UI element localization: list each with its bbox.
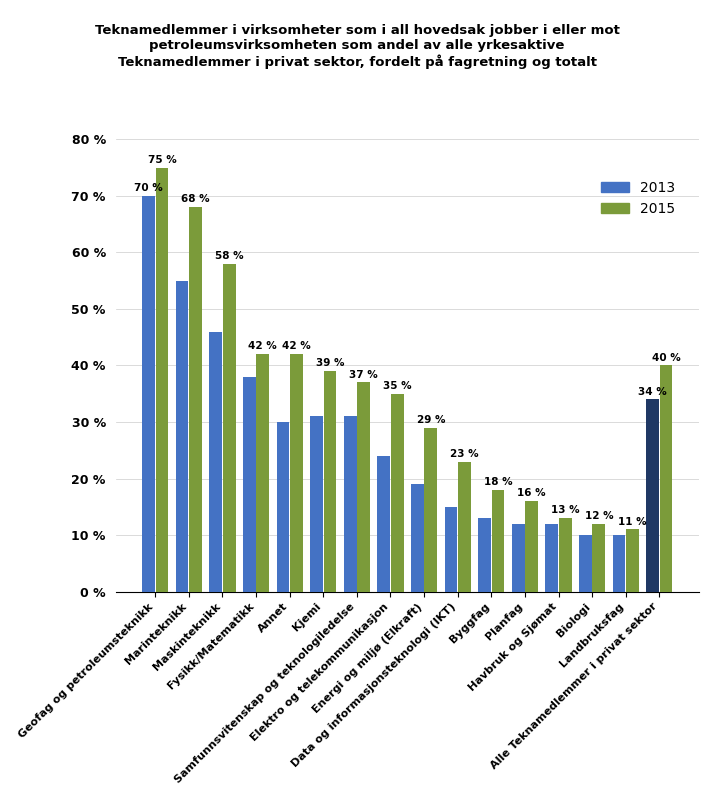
Text: 75 %: 75 %: [148, 154, 176, 165]
Bar: [478, 518, 491, 592]
Bar: [290, 354, 303, 592]
Text: 70 %: 70 %: [134, 183, 163, 193]
Bar: [458, 462, 471, 592]
Bar: [256, 354, 269, 592]
Text: 23 %: 23 %: [450, 449, 478, 458]
Bar: [526, 502, 538, 592]
Bar: [626, 530, 639, 592]
Bar: [391, 394, 403, 592]
Bar: [660, 366, 673, 592]
Text: 13 %: 13 %: [551, 506, 580, 515]
Text: 42 %: 42 %: [282, 342, 311, 351]
Text: 37 %: 37 %: [349, 370, 378, 380]
Bar: [243, 377, 256, 592]
Legend: 2013, 2015: 2013, 2015: [595, 176, 680, 222]
Bar: [579, 535, 592, 592]
Text: 40 %: 40 %: [652, 353, 680, 362]
Bar: [593, 524, 605, 592]
Bar: [378, 456, 390, 592]
Bar: [176, 281, 188, 592]
Text: 68 %: 68 %: [181, 194, 210, 204]
Bar: [223, 264, 236, 592]
Text: 16 %: 16 %: [518, 488, 546, 498]
Bar: [646, 399, 659, 592]
Bar: [189, 207, 202, 592]
Text: 42 %: 42 %: [248, 342, 277, 351]
Bar: [323, 371, 336, 592]
Bar: [142, 196, 155, 592]
Text: 58 %: 58 %: [215, 251, 243, 261]
Bar: [156, 167, 169, 592]
Bar: [445, 507, 458, 592]
Bar: [545, 524, 558, 592]
Text: 18 %: 18 %: [483, 477, 513, 487]
Text: 12 %: 12 %: [585, 511, 613, 521]
Bar: [424, 428, 437, 592]
Text: 11 %: 11 %: [618, 517, 647, 526]
Text: 35 %: 35 %: [383, 381, 411, 391]
Bar: [343, 416, 356, 592]
Bar: [559, 518, 572, 592]
Text: 29 %: 29 %: [416, 415, 445, 425]
Text: 39 %: 39 %: [316, 358, 344, 368]
Bar: [492, 490, 504, 592]
Bar: [276, 422, 289, 592]
Bar: [209, 331, 222, 592]
Bar: [613, 535, 625, 592]
Bar: [357, 382, 370, 592]
Bar: [310, 416, 323, 592]
Bar: [411, 484, 423, 592]
Text: 34 %: 34 %: [638, 386, 667, 397]
Bar: [512, 524, 525, 592]
Text: Teknamedlemmer i virksomheter som i all hovedsak jobber i eller mot
petroleumsvi: Teknamedlemmer i virksomheter som i all …: [94, 24, 620, 69]
